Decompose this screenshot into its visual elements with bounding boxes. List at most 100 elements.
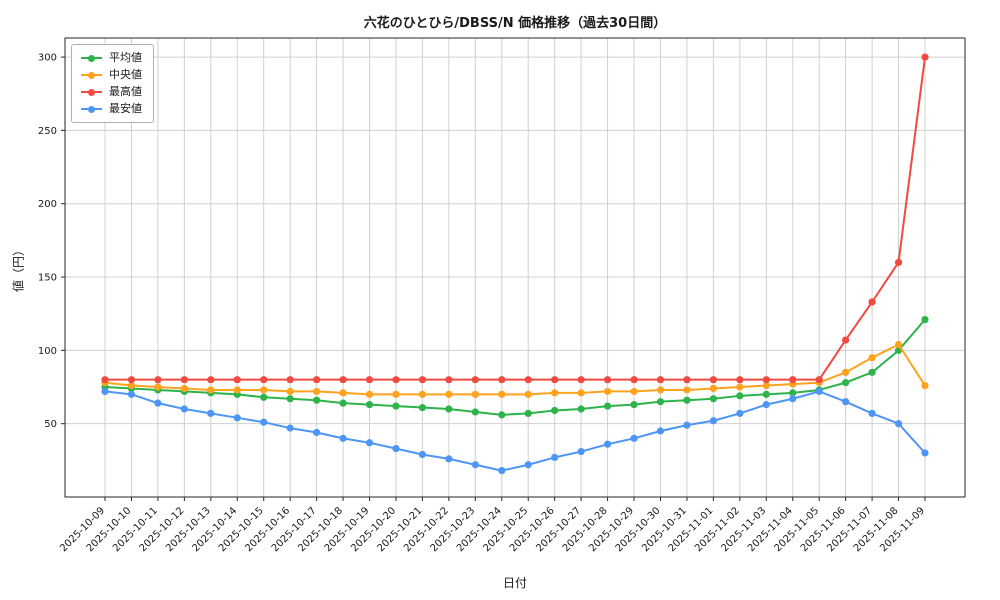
data-point-min bbox=[498, 467, 506, 475]
data-point-max bbox=[127, 376, 136, 384]
data-point-min bbox=[365, 439, 374, 447]
data-point-max bbox=[498, 376, 506, 384]
data-point-average bbox=[339, 399, 347, 407]
data-point-median bbox=[736, 383, 744, 391]
legend-marker-icon bbox=[88, 88, 95, 96]
data-point-median bbox=[656, 386, 665, 394]
data-point-min bbox=[551, 453, 559, 462]
legend-label-median: 中央値 bbox=[109, 68, 142, 81]
legend-marker-icon bbox=[88, 105, 95, 113]
data-point-average bbox=[603, 402, 612, 410]
y-tick-label: 150 bbox=[38, 273, 57, 284]
data-point-min bbox=[180, 405, 188, 413]
data-point-average bbox=[392, 402, 400, 410]
data-point-median bbox=[445, 390, 453, 398]
data-point-max bbox=[233, 376, 241, 384]
data-point-min bbox=[815, 387, 823, 396]
data-point-max bbox=[101, 376, 109, 384]
data-point-average bbox=[656, 398, 665, 406]
data-point-max bbox=[603, 376, 612, 384]
legend-swatch-average bbox=[81, 54, 102, 62]
data-point-median bbox=[233, 386, 241, 394]
data-point-min bbox=[207, 409, 215, 418]
data-point-min bbox=[789, 395, 797, 403]
legend-label-min: 最安値 bbox=[109, 102, 142, 115]
y-tick-label: 250 bbox=[38, 126, 57, 137]
data-point-min bbox=[471, 461, 479, 469]
series-line-min bbox=[104, 390, 926, 472]
data-point-min bbox=[392, 445, 400, 453]
data-point-min bbox=[762, 401, 770, 409]
data-point-max bbox=[471, 376, 479, 384]
data-point-min bbox=[339, 434, 347, 442]
data-point-max bbox=[736, 376, 744, 384]
series-line-average bbox=[104, 318, 926, 416]
legend-swatch-min bbox=[81, 105, 102, 113]
y-tick-label: 50 bbox=[44, 419, 57, 430]
data-point-median bbox=[260, 386, 268, 394]
data-point-min bbox=[683, 421, 691, 429]
data-point-median bbox=[313, 387, 321, 396]
data-point-average bbox=[313, 396, 321, 404]
data-point-max bbox=[524, 376, 532, 384]
data-point-average bbox=[365, 401, 374, 409]
legend-label-average: 平均値 bbox=[109, 51, 142, 64]
data-point-median bbox=[392, 390, 400, 398]
data-point-median bbox=[127, 381, 136, 390]
data-point-max bbox=[445, 376, 453, 384]
data-point-min bbox=[868, 409, 876, 418]
data-point-max bbox=[551, 376, 559, 384]
data-point-min bbox=[154, 399, 162, 407]
data-point-average bbox=[551, 406, 559, 415]
legend-marker-icon bbox=[88, 71, 95, 79]
data-point-average bbox=[709, 395, 717, 403]
legend-marker-icon bbox=[88, 54, 95, 62]
data-point-max bbox=[418, 376, 427, 384]
data-point-min bbox=[101, 387, 109, 396]
data-point-median bbox=[471, 390, 479, 398]
data-point-max bbox=[656, 376, 665, 384]
data-point-min bbox=[842, 398, 850, 406]
plot-border bbox=[64, 37, 966, 498]
data-point-median bbox=[551, 389, 559, 397]
data-point-average bbox=[842, 379, 850, 387]
y-tick-label: 200 bbox=[38, 199, 57, 210]
data-point-average bbox=[762, 390, 770, 398]
data-point-average bbox=[286, 395, 294, 403]
data-point-median bbox=[630, 387, 638, 396]
data-point-max bbox=[709, 376, 717, 384]
data-point-max bbox=[339, 376, 347, 384]
data-point-min bbox=[603, 440, 612, 448]
data-point-median bbox=[868, 354, 876, 362]
data-point-median bbox=[418, 390, 427, 398]
data-point-max bbox=[683, 376, 691, 384]
legend-swatch-max bbox=[81, 88, 102, 96]
data-point-median bbox=[207, 386, 215, 394]
data-point-average bbox=[577, 405, 585, 413]
data-point-median bbox=[842, 368, 850, 376]
data-point-median bbox=[762, 381, 770, 390]
data-point-max bbox=[392, 376, 400, 384]
data-point-min bbox=[313, 428, 321, 437]
legend-item-median: 中央値 bbox=[81, 69, 142, 81]
data-point-average bbox=[524, 409, 532, 418]
data-point-min bbox=[894, 420, 903, 428]
data-point-min bbox=[445, 455, 453, 463]
data-point-median bbox=[921, 381, 929, 390]
data-point-median bbox=[498, 390, 506, 398]
data-point-median bbox=[339, 389, 347, 397]
data-point-max bbox=[577, 376, 585, 384]
data-point-median bbox=[365, 390, 374, 398]
data-point-max bbox=[286, 376, 294, 384]
x-axis-label: 日付 bbox=[502, 576, 527, 590]
data-point-median bbox=[894, 340, 903, 349]
data-point-average bbox=[498, 411, 506, 419]
legend-item-max: 最高値 bbox=[81, 86, 142, 98]
data-point-min bbox=[709, 417, 717, 425]
series-line-median bbox=[104, 343, 926, 396]
data-point-median bbox=[709, 384, 717, 393]
data-point-median bbox=[286, 387, 294, 396]
data-point-min bbox=[286, 424, 294, 432]
data-point-max bbox=[154, 376, 162, 384]
data-point-min bbox=[577, 447, 585, 456]
